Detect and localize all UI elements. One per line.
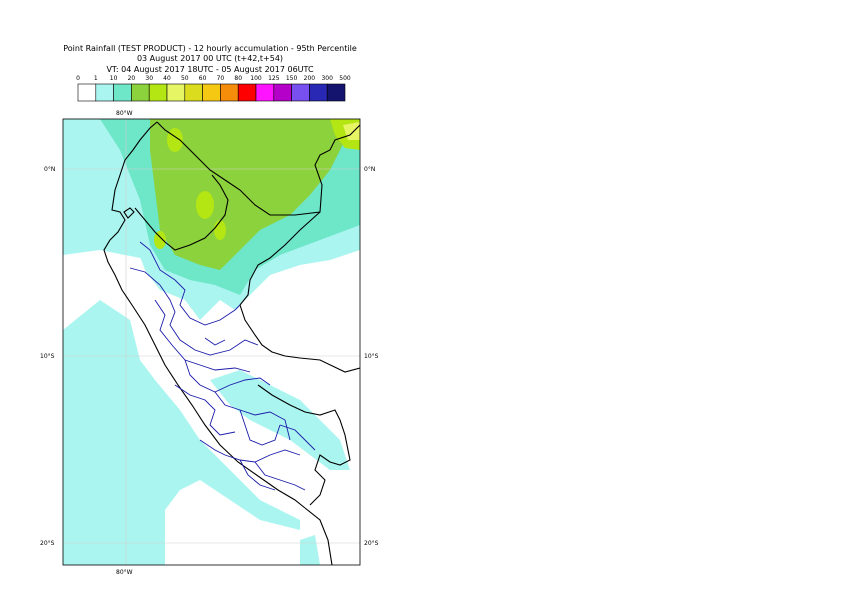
lon-label-top: 80°W [116, 110, 133, 117]
valid-time-subtitle: VT: 04 August 2017 18UTC - 05 August 201… [106, 65, 314, 74]
legend-swatch [326, 83, 346, 102]
legend-threshold-label: 50 [181, 75, 189, 82]
legend-threshold-label: 10 [110, 75, 118, 82]
run-time-subtitle: 03 August 2017 00 UTC (t+42,t+54) [136, 54, 284, 63]
lat-label-0-left: 0°N [44, 166, 55, 173]
legend-threshold-label: 200 [304, 75, 316, 82]
legend-threshold-label: 20 [128, 75, 136, 82]
legend-threshold-label: 1 [94, 75, 98, 82]
lon-label-bottom: 80°W [116, 569, 133, 576]
rainfall-field [63, 119, 360, 565]
graticule [63, 119, 360, 565]
lat-label-20s-left: 20°S [40, 540, 55, 547]
legend-threshold-label: 125 [268, 75, 280, 82]
legend-threshold-label: 40 [163, 75, 171, 82]
country-borders [103, 121, 360, 565]
legend-threshold-label: 100 [250, 75, 262, 82]
legend-threshold-label: 0 [76, 75, 80, 82]
legend-threshold-label: 80 [234, 75, 242, 82]
legend-threshold-label: 300 [321, 75, 333, 82]
lat-label-10s-left: 10°S [40, 353, 55, 360]
legend-threshold-label: 70 [217, 75, 225, 82]
map-title: Point Rainfall (TEST PRODUCT) - 12 hourl… [63, 44, 357, 53]
legend-threshold-label: 500 [339, 75, 351, 82]
lat-label-0-right: 0°N [364, 166, 375, 173]
color-legend: 0 1 10 20 30 40 50 60 70 80 100 125 150 200 300 500 [76, 75, 351, 102]
lat-label-10s-right: 10°S [364, 353, 379, 360]
legend-threshold-label: 150 [286, 75, 298, 82]
legend-threshold-label: 60 [199, 75, 207, 82]
legend-threshold-label: 30 [145, 75, 153, 82]
lat-label-20s-right: 20°S [364, 540, 379, 547]
regional-borders [129, 241, 316, 491]
